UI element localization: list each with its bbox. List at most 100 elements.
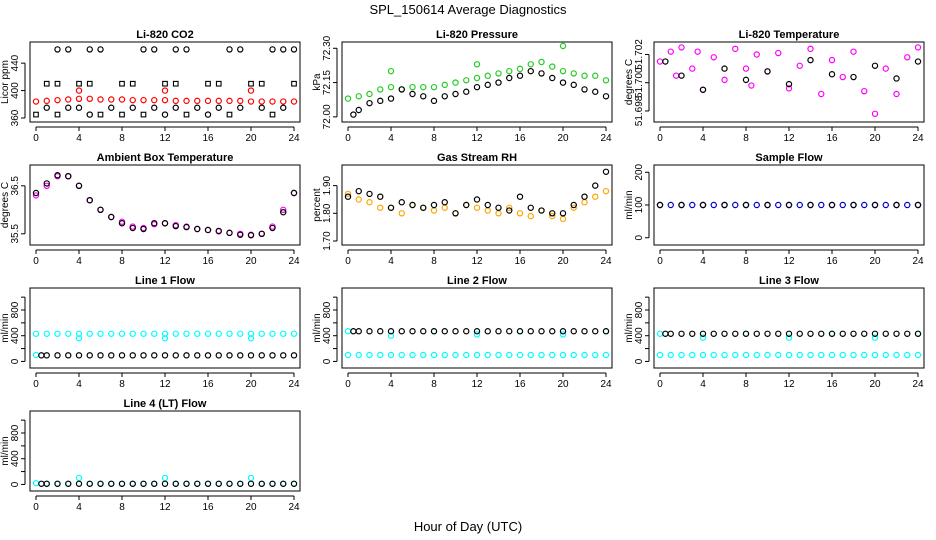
panel-rh-x-tick-label: 16 (514, 256, 526, 267)
panel-line2-y-axis-label: ml/min (312, 313, 323, 342)
data-point (742, 330, 750, 337)
data-point (742, 201, 750, 209)
data-point (473, 74, 481, 82)
data-point (506, 67, 513, 75)
data-point (570, 201, 577, 209)
data-point (602, 187, 610, 195)
data-point (441, 199, 448, 206)
data-point (344, 190, 352, 198)
data-point (75, 352, 83, 359)
data-point (527, 351, 534, 359)
panel-co2-frame (29, 41, 301, 123)
data-point (828, 351, 836, 359)
data-point (742, 351, 750, 359)
data-point (140, 352, 147, 359)
data-point (204, 352, 212, 359)
data-point (172, 46, 179, 53)
data-point (108, 352, 115, 359)
data-point (667, 48, 674, 55)
data-point (86, 330, 93, 337)
panel-co2-x-tick-label: 4 (76, 133, 82, 144)
data-point (484, 201, 491, 209)
data-point (65, 104, 72, 111)
data-point (914, 58, 922, 65)
data-point (527, 328, 534, 335)
data-point (140, 96, 147, 104)
panel-sample-frame (653, 164, 925, 246)
data-point (807, 330, 814, 337)
panel-licor_temp-y-tick-label: 51.702 (634, 39, 645, 70)
data-point (667, 201, 674, 209)
data-point (118, 480, 126, 487)
data-point (32, 330, 40, 337)
data-point (355, 106, 362, 114)
panel-sample-series-blue (656, 201, 922, 209)
data-point (689, 201, 696, 209)
panel-pressure-y-axis: 72.00 72.15 72.30 (322, 35, 338, 129)
data-point (775, 330, 782, 337)
data-point (280, 480, 287, 487)
panel-line2-y-tick-label: 800 (322, 301, 333, 318)
data-point (871, 201, 879, 209)
panel-licor_temp-x-tick-label: 8 (743, 133, 749, 144)
data-point (592, 72, 599, 79)
panel-line3-y-tick-label: 400 (634, 327, 645, 344)
data-point (226, 480, 233, 487)
data-point (54, 111, 61, 118)
data-point (226, 352, 233, 359)
data-point (430, 351, 438, 359)
data-point (161, 87, 169, 94)
data-point (366, 190, 373, 198)
data-point (237, 480, 244, 487)
data-point (344, 351, 352, 359)
data-point (183, 352, 190, 359)
panel-line2-x-tick-label: 16 (514, 379, 526, 390)
panel-rh-title: Gas Stream RH (437, 152, 517, 164)
data-point (538, 58, 545, 66)
data-point (377, 193, 384, 200)
panel-rh-y-tick-label: 1.70 (322, 231, 333, 251)
panel-licor_temp-x-tick-label: 12 (783, 133, 795, 144)
panel-co2-x-tick-label: 16 (202, 133, 214, 144)
data-point (430, 328, 438, 335)
panel-line3-y-tick-label: 0 (634, 358, 645, 364)
panel-sample: Sample Flow 0 4 8 12 16 20 24 0 100 200 ml/min (624, 152, 925, 267)
panel-sample-y-tick-label: 200 (634, 163, 645, 180)
data-point (430, 201, 438, 209)
data-point (678, 330, 685, 337)
data-point (387, 204, 395, 211)
data-point (796, 351, 803, 359)
data-point (484, 351, 491, 359)
panel-ambient-y-tick-label: 36.5 (10, 176, 21, 196)
data-point (828, 201, 836, 209)
data-point (290, 352, 298, 359)
data-point (204, 226, 212, 234)
data-point (215, 80, 222, 87)
data-point (247, 330, 255, 337)
data-point (452, 90, 459, 98)
data-point (355, 328, 362, 335)
data-point (882, 201, 889, 209)
data-point (441, 204, 448, 211)
data-point (54, 480, 61, 487)
data-point (108, 104, 115, 111)
panel-line4-data (32, 474, 298, 487)
data-point (409, 90, 416, 98)
data-point (280, 208, 287, 216)
data-point (248, 80, 254, 87)
data-point (549, 351, 556, 359)
panel-ambient-series-magenta (32, 172, 298, 238)
data-point (43, 480, 50, 487)
data-point (516, 72, 524, 79)
panel-line4-x-tick-label: 0 (33, 502, 39, 513)
data-point (473, 83, 481, 91)
panel-rh-x-axis: 0 4 8 12 16 20 24 (345, 249, 612, 267)
panel-co2-x-tick-label: 8 (119, 133, 125, 144)
data-point (247, 480, 255, 487)
data-point (667, 351, 674, 359)
panel-pressure-y-tick-label: 72.00 (322, 104, 333, 129)
data-point (129, 480, 136, 487)
data-point (893, 75, 900, 82)
